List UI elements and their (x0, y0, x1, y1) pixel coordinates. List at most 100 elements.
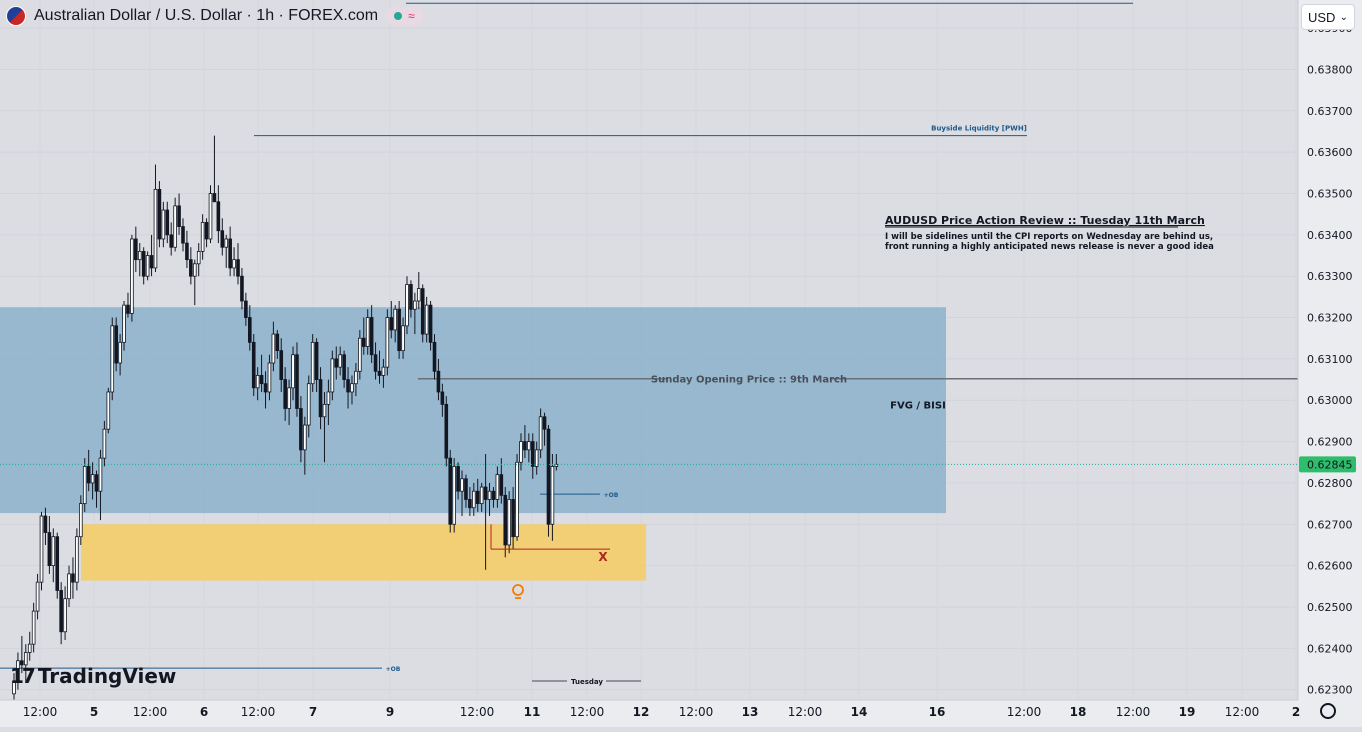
candle[interactable] (208, 185, 213, 244)
candle[interactable] (157, 181, 162, 248)
candle[interactable] (130, 234, 134, 322)
candle[interactable] (491, 487, 496, 508)
candle[interactable] (200, 214, 205, 260)
candle[interactable] (275, 329, 280, 359)
candle[interactable] (405, 276, 409, 335)
candle[interactable] (472, 482, 476, 517)
candle[interactable] (12, 673, 16, 700)
candle[interactable] (393, 305, 398, 343)
candle[interactable] (424, 296, 429, 343)
candle[interactable] (224, 234, 229, 268)
candle[interactable] (141, 247, 146, 285)
candle[interactable] (189, 247, 193, 285)
candle[interactable] (185, 230, 189, 268)
candle[interactable] (16, 652, 20, 690)
candle[interactable] (51, 528, 56, 583)
candle[interactable] (55, 532, 60, 599)
candle[interactable] (358, 329, 362, 380)
candle[interactable] (228, 226, 232, 277)
candle[interactable] (503, 487, 508, 558)
candle[interactable] (271, 321, 276, 372)
candle[interactable] (47, 516, 52, 574)
candle[interactable] (287, 379, 291, 426)
candle[interactable] (365, 309, 370, 355)
candle[interactable] (346, 367, 350, 409)
candle[interactable] (377, 350, 382, 384)
candle[interactable] (75, 528, 79, 591)
candle[interactable] (519, 433, 523, 471)
candle[interactable] (153, 164, 158, 273)
candle[interactable] (149, 234, 154, 277)
candle[interactable] (267, 354, 272, 401)
candle[interactable] (534, 441, 539, 475)
candle[interactable] (499, 458, 504, 504)
order-block-zone[interactable] (81, 524, 646, 581)
candle[interactable] (255, 367, 260, 401)
candle[interactable] (389, 301, 394, 339)
candle[interactable] (114, 317, 118, 372)
candle[interactable] (251, 334, 256, 397)
tradingview-logo[interactable]: 17 TradingView (10, 664, 176, 688)
candle[interactable] (279, 338, 284, 392)
candle[interactable] (63, 586, 67, 641)
candle[interactable] (495, 466, 500, 508)
candle[interactable] (483, 453, 488, 570)
candle[interactable] (236, 243, 240, 285)
candle[interactable] (110, 317, 115, 401)
candle[interactable] (27, 631, 32, 661)
candle[interactable] (23, 644, 28, 682)
candle[interactable] (169, 222, 174, 256)
candle[interactable] (468, 487, 472, 517)
candle[interactable] (98, 449, 103, 521)
candle[interactable] (373, 342, 378, 380)
candle[interactable] (118, 334, 122, 376)
candle[interactable] (137, 243, 142, 277)
candle[interactable] (428, 301, 433, 351)
candle[interactable] (126, 292, 130, 318)
candle[interactable] (369, 305, 374, 364)
candle[interactable] (456, 462, 460, 500)
candle[interactable] (165, 201, 170, 244)
candle[interactable] (220, 218, 225, 256)
candle[interactable] (247, 305, 252, 351)
candle[interactable] (192, 259, 197, 306)
candle[interactable] (122, 301, 126, 351)
candle[interactable] (299, 396, 303, 463)
lightbulb-icon[interactable] (512, 584, 524, 599)
candle[interactable] (303, 416, 307, 475)
symbol-title[interactable]: Australian Dollar / U.S. Dollar · 1h · F… (34, 7, 379, 24)
candle[interactable] (338, 346, 342, 376)
candle[interactable] (310, 334, 315, 392)
candle[interactable] (413, 292, 417, 335)
candle[interactable] (318, 367, 323, 430)
candle[interactable] (381, 358, 386, 388)
candle[interactable] (134, 226, 138, 273)
candle[interactable] (283, 367, 287, 421)
candle[interactable] (39, 511, 44, 591)
candle[interactable] (322, 391, 327, 463)
candle[interactable] (401, 317, 405, 359)
market-status-pill[interactable]: ≈ (386, 7, 423, 25)
candle[interactable] (538, 408, 543, 459)
candle[interactable] (35, 573, 40, 620)
candle[interactable] (86, 449, 91, 492)
candle[interactable] (306, 375, 311, 438)
candle[interactable] (43, 507, 48, 545)
candle[interactable] (354, 363, 358, 397)
candle[interactable] (432, 334, 437, 380)
candle[interactable] (550, 453, 555, 541)
candle[interactable] (330, 350, 335, 401)
candle[interactable] (263, 371, 268, 409)
candle[interactable] (515, 453, 519, 541)
candle[interactable] (334, 346, 339, 380)
candle[interactable] (530, 433, 535, 479)
candle[interactable] (59, 582, 63, 645)
candle[interactable] (94, 470, 99, 508)
candle[interactable] (475, 478, 480, 512)
candle[interactable] (554, 453, 559, 471)
candle[interactable] (82, 458, 87, 512)
candle[interactable] (314, 338, 319, 392)
candle[interactable] (487, 482, 492, 517)
